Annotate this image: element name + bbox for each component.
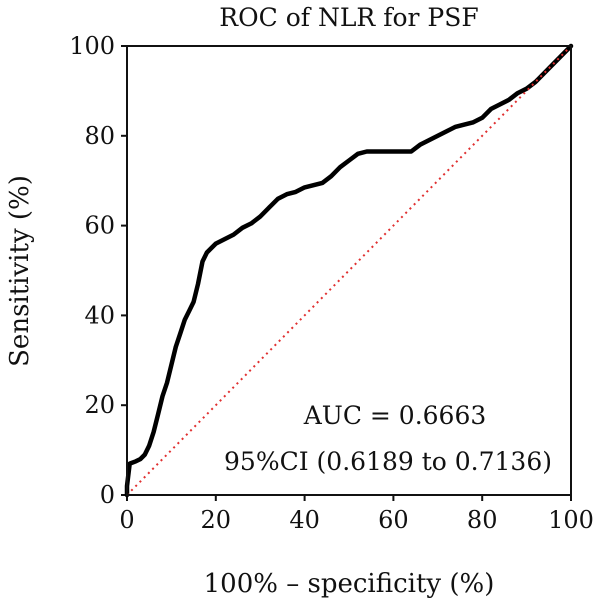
y-tick-label: 40 [84,301,115,329]
x-tick-label: 60 [378,506,409,534]
ci-annotation: 95%CI (0.6189 to 0.7136) [224,447,552,476]
y-tick-label: 20 [84,391,115,419]
y-tick-label: 80 [84,122,115,150]
chart-title: ROC of NLR for PSF [219,3,478,32]
x-tick-label: 40 [289,506,320,534]
y-axis-label-group: Sensitivity (%) [5,175,35,367]
tick-group: 0 20 40 60 80 100 0 20 40 60 80 100 [69,32,594,534]
x-tick-label: 80 [467,506,498,534]
x-tick-label: 100 [548,506,594,534]
x-tick-label: 0 [119,506,134,534]
series-group [124,43,574,498]
x-tick-label: 20 [201,506,232,534]
plot-frame [126,45,572,496]
y-tick-label: 60 [84,212,115,240]
y-axis-label: Sensitivity (%) [5,175,35,367]
auc-annotation: AUC = 0.6663 [303,401,487,430]
y-tick-label: 100 [69,32,115,60]
roc-curve-line [124,43,574,498]
x-axis-label: 100% – specificity (%) [204,569,495,599]
y-tick-label: 0 [100,481,115,509]
